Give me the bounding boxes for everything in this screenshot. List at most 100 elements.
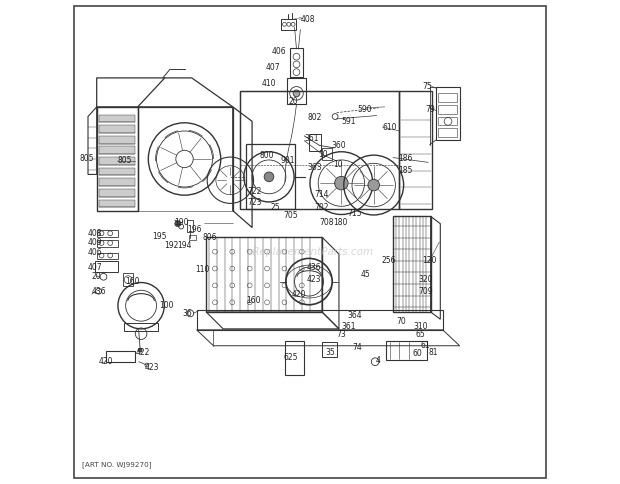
- Text: 79: 79: [425, 105, 435, 114]
- Text: 714: 714: [315, 190, 329, 199]
- Text: 185: 185: [398, 166, 412, 175]
- Bar: [438, 105, 457, 114]
- Bar: [97, 253, 118, 259]
- Bar: [436, 87, 459, 140]
- Bar: [99, 178, 135, 186]
- Text: 409: 409: [88, 239, 103, 247]
- Text: 120: 120: [422, 256, 436, 265]
- Text: 407: 407: [265, 63, 280, 72]
- Text: [ART NO. WJ99270]: [ART NO. WJ99270]: [82, 461, 152, 468]
- Text: 722: 722: [247, 187, 262, 196]
- Bar: [399, 91, 432, 209]
- Text: 10: 10: [319, 150, 329, 159]
- Bar: [189, 235, 196, 240]
- Text: 723: 723: [247, 198, 262, 207]
- Bar: [99, 189, 135, 197]
- Text: 73: 73: [337, 330, 347, 339]
- Bar: [99, 125, 135, 133]
- Bar: [97, 240, 118, 247]
- Bar: [197, 310, 443, 330]
- Circle shape: [138, 348, 142, 352]
- Text: 420: 420: [99, 357, 113, 366]
- Text: 60: 60: [412, 348, 422, 358]
- Bar: [386, 341, 427, 360]
- Bar: [99, 136, 135, 144]
- Text: 901: 901: [280, 156, 294, 166]
- Text: 160: 160: [246, 296, 261, 305]
- Text: 195: 195: [152, 232, 166, 241]
- Text: 408: 408: [88, 229, 102, 238]
- Bar: [99, 199, 135, 207]
- Text: 190: 190: [174, 218, 188, 227]
- Text: 423: 423: [145, 363, 159, 372]
- Bar: [187, 220, 193, 232]
- Bar: [287, 78, 306, 105]
- Text: 196: 196: [187, 226, 202, 234]
- Text: 715: 715: [348, 209, 362, 217]
- Text: 800: 800: [259, 151, 274, 160]
- Bar: [322, 148, 332, 160]
- Text: 361: 361: [342, 322, 356, 331]
- Bar: [438, 93, 457, 102]
- Text: 320: 320: [418, 275, 433, 284]
- Text: 408: 408: [300, 15, 315, 24]
- Text: 310: 310: [414, 322, 428, 331]
- Circle shape: [175, 221, 180, 227]
- Text: 186: 186: [398, 154, 412, 164]
- Text: 160: 160: [126, 277, 140, 286]
- Text: 36: 36: [182, 309, 192, 318]
- Text: 708: 708: [320, 218, 334, 227]
- Text: 35: 35: [326, 348, 335, 357]
- Text: 81: 81: [428, 348, 438, 357]
- Bar: [97, 230, 118, 237]
- Text: 4: 4: [375, 356, 380, 365]
- Text: —>: —>: [294, 15, 304, 20]
- Text: 363: 363: [308, 163, 322, 172]
- Text: 70: 70: [396, 317, 405, 326]
- Text: 705: 705: [283, 211, 298, 220]
- Bar: [99, 167, 135, 175]
- Bar: [246, 144, 294, 209]
- Bar: [99, 157, 135, 165]
- Text: 45: 45: [361, 271, 370, 279]
- Circle shape: [335, 176, 348, 190]
- Text: 364: 364: [348, 311, 362, 320]
- Bar: [438, 128, 457, 137]
- Text: 192: 192: [164, 242, 179, 250]
- Bar: [438, 117, 457, 125]
- Text: 709: 709: [418, 287, 433, 296]
- Bar: [322, 342, 337, 357]
- Text: 410: 410: [262, 79, 277, 88]
- Circle shape: [293, 90, 300, 97]
- Text: 806: 806: [203, 233, 218, 242]
- Text: 422: 422: [135, 348, 149, 357]
- Text: 20: 20: [92, 272, 102, 281]
- Bar: [97, 107, 138, 211]
- Bar: [107, 351, 135, 362]
- Bar: [124, 323, 158, 331]
- Text: 423: 423: [306, 275, 321, 284]
- Text: 361: 361: [304, 134, 319, 143]
- Circle shape: [264, 172, 274, 182]
- Text: 407: 407: [88, 263, 103, 272]
- Text: 10: 10: [333, 160, 343, 169]
- Text: 194: 194: [177, 242, 192, 250]
- Text: 110: 110: [195, 266, 210, 274]
- Text: 702: 702: [314, 203, 329, 212]
- Bar: [285, 341, 304, 375]
- Bar: [123, 273, 133, 287]
- Text: 74: 74: [352, 343, 362, 352]
- Text: 436: 436: [306, 263, 321, 272]
- Text: 805: 805: [118, 156, 133, 166]
- Text: 406: 406: [272, 47, 286, 56]
- Text: eReplacementParts.com: eReplacementParts.com: [246, 247, 374, 257]
- Text: 100: 100: [159, 301, 174, 310]
- Text: 256: 256: [381, 256, 396, 265]
- Text: 61: 61: [420, 341, 430, 350]
- Text: 25: 25: [270, 203, 280, 212]
- Bar: [99, 115, 135, 122]
- Circle shape: [368, 179, 379, 191]
- Text: 805: 805: [79, 154, 94, 164]
- Text: 180: 180: [333, 218, 348, 227]
- Bar: [99, 147, 135, 154]
